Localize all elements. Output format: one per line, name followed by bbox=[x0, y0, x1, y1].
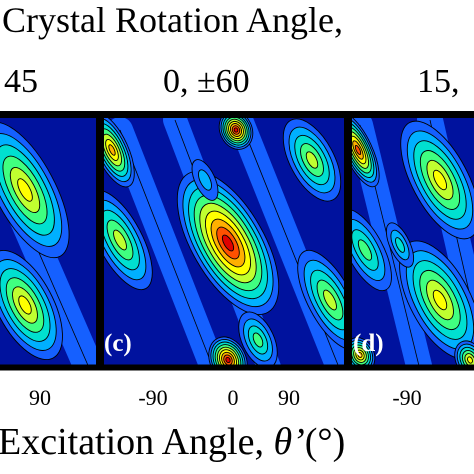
xtick-c-minus90: -90 bbox=[138, 385, 168, 410]
xtick-b-90: 90 bbox=[29, 385, 51, 410]
peak-d-7 bbox=[454, 340, 474, 366]
peak-c-1-level-7 bbox=[108, 144, 116, 156]
rotation-angle-label-c: 0, ±60 bbox=[163, 63, 250, 100]
peak-d-5-level-3 bbox=[395, 237, 405, 253]
peak-c-4-level-9 bbox=[233, 127, 239, 133]
peak-b-1-level-6 bbox=[17, 178, 33, 202]
rotation-angle-label-d: 15, bbox=[417, 63, 460, 100]
peak-c-4 bbox=[218, 116, 254, 150]
x-axis-label: Excitation Angle, θ’(°) bbox=[0, 419, 345, 465]
peak-d-3 bbox=[400, 120, 474, 240]
peak-c-9-level-2 bbox=[198, 169, 212, 191]
peak-c-5-level-9 bbox=[225, 356, 231, 364]
peak-d-1-level-8 bbox=[354, 144, 362, 156]
peak-c-5 bbox=[208, 336, 248, 366]
peak-d-6 bbox=[348, 337, 376, 366]
peak-d-4 bbox=[399, 240, 474, 360]
chart-title: Crystal Rotation Angle, bbox=[0, 0, 474, 46]
panel-b bbox=[0, 121, 100, 366]
xtick-c-0: 0 bbox=[227, 385, 239, 410]
peak-d-6-level-7 bbox=[357, 352, 363, 358]
peak-c-2-level-5 bbox=[113, 229, 127, 251]
x-axis-label-text: Excitation Angle, bbox=[0, 421, 274, 463]
xtick-c-90: 90 bbox=[278, 385, 300, 410]
rotation-angle-label-b: 45 bbox=[4, 63, 38, 100]
peak-c-8 bbox=[238, 311, 278, 366]
peak-c-7-level-5 bbox=[323, 289, 337, 311]
band-c-1-line bbox=[119, 129, 211, 361]
peak-c-6-level-5 bbox=[305, 151, 319, 169]
peak-b-2 bbox=[0, 249, 63, 361]
xtick-d-minus90: -90 bbox=[392, 385, 422, 410]
peak-b-1 bbox=[0, 121, 70, 259]
peak-c-9 bbox=[191, 159, 219, 201]
peak-c-8-level-4 bbox=[252, 332, 264, 348]
panel-label-d: (d) bbox=[353, 330, 384, 357]
peak-b-2-level-6 bbox=[18, 295, 32, 315]
panel-c bbox=[100, 116, 348, 366]
peak-d-3-level-6 bbox=[432, 169, 448, 191]
peak-d-2-level-4 bbox=[357, 239, 373, 261]
peak-d-5 bbox=[385, 222, 415, 268]
peak-c-3 bbox=[176, 170, 280, 316]
x-axis-label-symbol: θ’ bbox=[273, 421, 305, 463]
panel-label-c: (c) bbox=[104, 330, 132, 357]
peak-c-6 bbox=[282, 118, 342, 202]
peak-d-7-level-6 bbox=[467, 356, 473, 364]
chart-title-text: Crystal Rotation Angle, bbox=[2, 0, 343, 40]
peak-d-4-level-6 bbox=[432, 289, 448, 311]
x-axis-label-unit: (°) bbox=[304, 421, 346, 463]
peak-c-7 bbox=[297, 249, 348, 351]
peak-c-3-level-9 bbox=[221, 234, 235, 252]
